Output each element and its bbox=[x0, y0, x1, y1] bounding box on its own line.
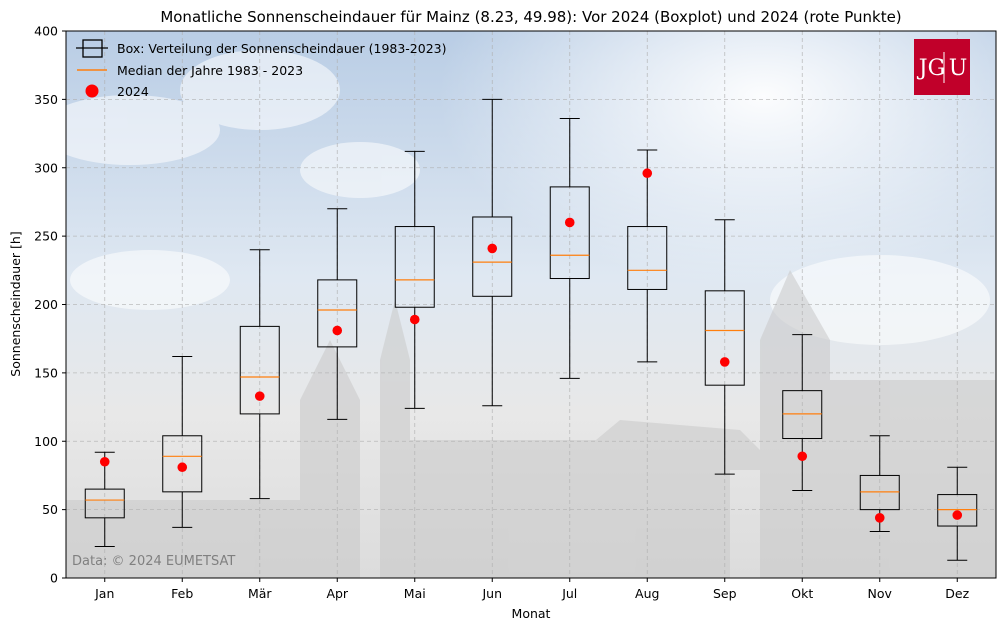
x-tick-label: Sep bbox=[713, 586, 737, 601]
x-tick-label: Jan bbox=[94, 586, 114, 601]
box-Aug bbox=[627, 149, 668, 363]
y-tick-label: 200 bbox=[34, 297, 58, 312]
x-axis-label: Monat bbox=[512, 606, 551, 621]
box-iqr bbox=[859, 474, 900, 511]
point-2024-Nov bbox=[874, 513, 885, 523]
y-tick-label: 0 bbox=[50, 571, 58, 586]
logo-text-right: U bbox=[949, 56, 968, 81]
x-tick-label: Jun bbox=[481, 586, 502, 601]
legend-2024-icon bbox=[85, 84, 99, 98]
box-Jun bbox=[472, 98, 513, 407]
logo-text-left: JG bbox=[917, 56, 945, 81]
legend-box-icon bbox=[76, 39, 108, 58]
box-iqr bbox=[782, 390, 823, 440]
box-Jul bbox=[549, 118, 590, 379]
box-iqr bbox=[627, 226, 668, 290]
box-iqr bbox=[84, 488, 125, 519]
points-2024-series bbox=[99, 168, 963, 523]
point-2024-Dez bbox=[952, 510, 963, 520]
point-2024-Okt bbox=[797, 451, 808, 462]
y-tick-label: 400 bbox=[34, 24, 58, 39]
box-iqr bbox=[937, 494, 978, 527]
chart-title: Monatliche Sonnenscheindauer für Mainz (… bbox=[160, 8, 901, 26]
box-iqr bbox=[317, 279, 358, 348]
box-Mai bbox=[394, 150, 435, 409]
box-Feb bbox=[162, 355, 203, 528]
box-iqr bbox=[472, 216, 513, 297]
point-2024-Aug bbox=[642, 168, 653, 179]
point-2024-Jan bbox=[99, 456, 110, 467]
point-2024-Jun bbox=[487, 243, 498, 254]
box-Sep bbox=[704, 219, 745, 475]
x-tick-label: Mär bbox=[248, 586, 272, 601]
x-tick-label: Mai bbox=[404, 586, 426, 601]
y-tick-label: 150 bbox=[34, 365, 58, 380]
y-tick-label: 50 bbox=[42, 502, 58, 517]
point-2024-Mär bbox=[254, 391, 265, 401]
x-tick-label: Dez bbox=[945, 586, 969, 601]
box-iqr bbox=[394, 226, 435, 308]
box-Okt bbox=[782, 334, 823, 491]
box-iqr bbox=[239, 325, 280, 415]
x-axis: Jan Feb Mär Apr Mai Jun Jul Aug Sep Okt Nov Dez bbox=[94, 578, 970, 601]
legend-label-median: Median der Jahre 1983 - 2023 bbox=[117, 63, 303, 78]
legend-label-box: Box: Verteilung der Sonnenscheindauer (1… bbox=[117, 41, 447, 56]
y-axis-label: Sonnenscheindauer [h] bbox=[8, 231, 23, 376]
point-2024-Sep bbox=[719, 357, 730, 367]
box-Dez bbox=[937, 466, 978, 561]
point-2024-Apr bbox=[332, 325, 343, 336]
box-iqr bbox=[162, 435, 203, 493]
x-tick-label: Jul bbox=[561, 586, 577, 601]
x-tick-label: Apr bbox=[326, 586, 348, 601]
box-iqr bbox=[704, 290, 745, 386]
x-tick-label: Okt bbox=[791, 586, 813, 601]
point-2024-Mai bbox=[409, 314, 420, 325]
box-iqr bbox=[549, 186, 590, 280]
y-tick-label: 300 bbox=[34, 160, 58, 175]
box-Mär bbox=[239, 249, 280, 500]
y-tick-label: 100 bbox=[34, 434, 58, 449]
box-Apr bbox=[317, 208, 358, 420]
y-tick-label: 250 bbox=[34, 229, 58, 244]
x-tick-label: Feb bbox=[171, 586, 193, 601]
x-tick-label: Aug bbox=[635, 586, 659, 601]
legend-label-2024: 2024 bbox=[117, 84, 149, 99]
jgu-logo: JG U bbox=[914, 39, 970, 95]
x-tick-label: Nov bbox=[868, 586, 893, 601]
source-annotation: Data: © 2024 EUMETSAT bbox=[72, 554, 235, 569]
y-axis: 0 50 100 150 200 250 300 350 400 bbox=[34, 24, 66, 586]
point-2024-Feb bbox=[177, 462, 188, 473]
legend: Box: Verteilung der Sonnenscheindauer (1… bbox=[76, 39, 447, 99]
point-2024-Jul bbox=[564, 217, 575, 228]
y-tick-label: 350 bbox=[34, 92, 58, 107]
